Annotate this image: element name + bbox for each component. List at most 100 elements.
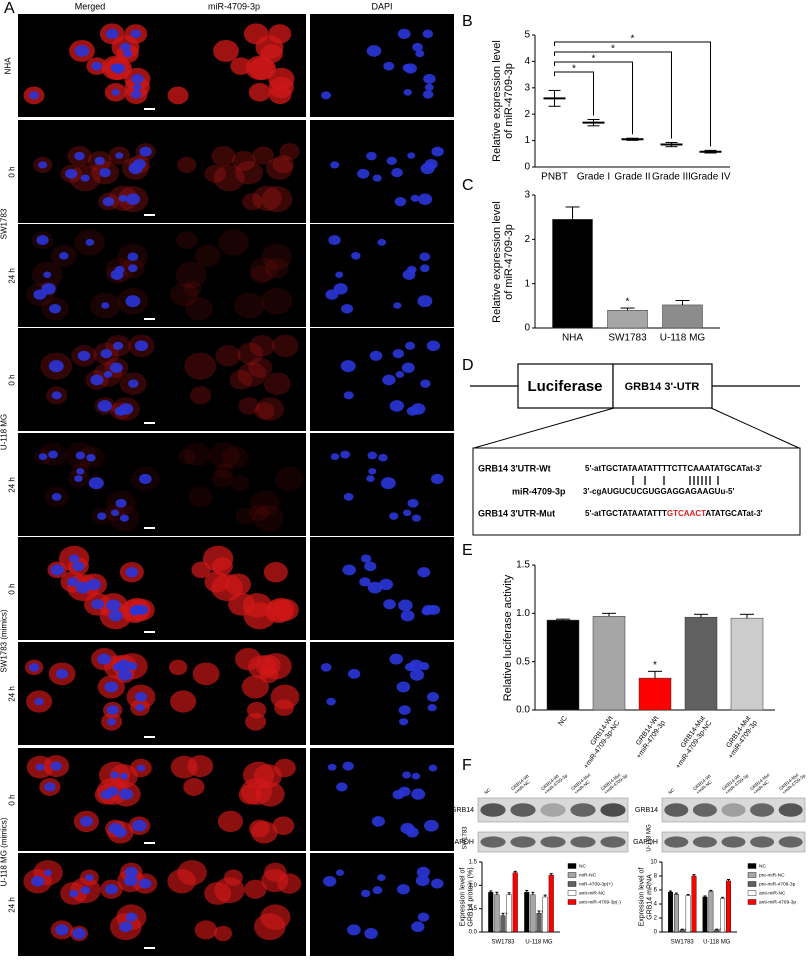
cytoplasm-signal — [255, 654, 281, 677]
nucleus — [389, 653, 404, 665]
nucleus — [333, 283, 348, 295]
micrograph — [310, 224, 454, 327]
y-axis-label: Relative expression level of miR-4709-3p — [490, 40, 515, 162]
nucleus — [394, 196, 407, 207]
time-label: 24 h — [7, 896, 17, 913]
nucleus — [72, 561, 85, 572]
micrograph — [162, 537, 306, 640]
nucleus — [326, 697, 336, 706]
cytoplasm-signal — [215, 463, 234, 480]
cytoplasm-signal — [274, 466, 304, 492]
cytoplasm-signal — [194, 920, 218, 940]
nucleus — [408, 659, 424, 672]
nucleus — [80, 886, 91, 895]
nucleus — [127, 252, 139, 261]
nucleus — [65, 168, 78, 179]
blot-band — [721, 803, 746, 817]
micrograph — [310, 14, 454, 117]
cytoplasm-signal — [235, 160, 263, 185]
nucleus — [118, 194, 128, 202]
cytoplasm-signal — [213, 925, 233, 942]
nucleus — [97, 653, 112, 665]
time-label: 24 h — [7, 267, 17, 284]
legend-label: anti-miR-NC — [759, 890, 786, 896]
time-label: 24 h — [7, 685, 17, 702]
cytoplasm-signal — [272, 334, 299, 358]
nucleus — [426, 692, 440, 702]
nucleus — [74, 475, 83, 482]
cytoplasm-signal — [252, 505, 284, 532]
micrograph — [18, 14, 162, 117]
time-label: 0 h — [7, 582, 17, 595]
nucleus — [44, 782, 56, 792]
bar — [546, 619, 580, 711]
micrograph — [162, 14, 306, 117]
nucleus — [343, 493, 354, 501]
nucleus — [398, 705, 411, 715]
blot-band — [692, 836, 717, 848]
nucleus — [68, 889, 79, 898]
nucleus — [410, 194, 420, 202]
nucleus — [351, 252, 361, 260]
nucleus — [417, 193, 433, 205]
y-tick-label: 1.0 — [516, 608, 530, 619]
micrograph — [18, 120, 162, 223]
nucleus — [330, 453, 340, 461]
cytoplasm-signal — [252, 146, 274, 165]
cytoplasm-signal — [268, 67, 295, 90]
nucleus — [136, 764, 146, 772]
blot-band — [480, 836, 506, 848]
nucleus — [41, 283, 56, 295]
cytoplasm-signal — [183, 443, 211, 467]
legend-label: miR-NC — [579, 872, 597, 878]
blot-band — [778, 836, 803, 848]
y-tick-label: 2 — [654, 916, 658, 922]
cytoplasm-signal — [241, 675, 269, 699]
nucleus — [407, 498, 419, 508]
blot-band — [778, 803, 803, 817]
nucleus — [386, 156, 397, 166]
blot-band — [750, 803, 775, 817]
nucleus — [347, 668, 361, 679]
y-axis-label: Relative expression level of miR-4709-3p — [490, 200, 515, 323]
x-tick-label: PNBT — [541, 172, 568, 183]
nucleus — [360, 554, 372, 563]
cytoplasm-signal — [242, 593, 272, 618]
significance-bracket — [554, 51, 672, 139]
nucleus — [347, 924, 361, 936]
nucleus — [91, 599, 104, 610]
cytoplasm-signal — [256, 397, 284, 421]
cytoplasm-signal — [266, 157, 293, 180]
blot-band — [750, 836, 775, 848]
nucleus — [88, 477, 104, 490]
cytoplasm-signal — [175, 231, 198, 250]
cytoplasm-signal — [177, 448, 197, 465]
cytoplasm-signal — [246, 701, 267, 719]
nucleus — [406, 265, 417, 274]
nucleus — [366, 45, 382, 57]
blot-band — [570, 836, 596, 848]
cytoplasm-signal — [272, 816, 295, 836]
micrograph-background — [162, 433, 306, 536]
nucleus — [378, 578, 394, 591]
zoom-line — [473, 407, 615, 449]
nucleus — [101, 302, 110, 309]
cytoplasm-signal — [169, 282, 198, 307]
cytoplasm-signal — [272, 155, 294, 174]
nucleus — [90, 374, 104, 386]
nucleus — [409, 669, 425, 681]
micrograph — [162, 853, 306, 956]
nucleus — [48, 360, 64, 373]
cytoplasm-signal — [261, 243, 293, 270]
micrograph — [310, 120, 454, 223]
nucleus — [110, 771, 120, 779]
x-tick-label: U-118 MG — [525, 940, 553, 946]
nucleus — [392, 789, 405, 800]
micrograph-background — [310, 853, 454, 956]
cytoplasm-signal — [190, 386, 212, 405]
y-tick-label: 5 — [524, 30, 530, 41]
nucleus — [397, 28, 411, 39]
nucleus — [38, 161, 48, 169]
nucleus — [113, 827, 127, 838]
base-pairing — [632, 476, 719, 485]
